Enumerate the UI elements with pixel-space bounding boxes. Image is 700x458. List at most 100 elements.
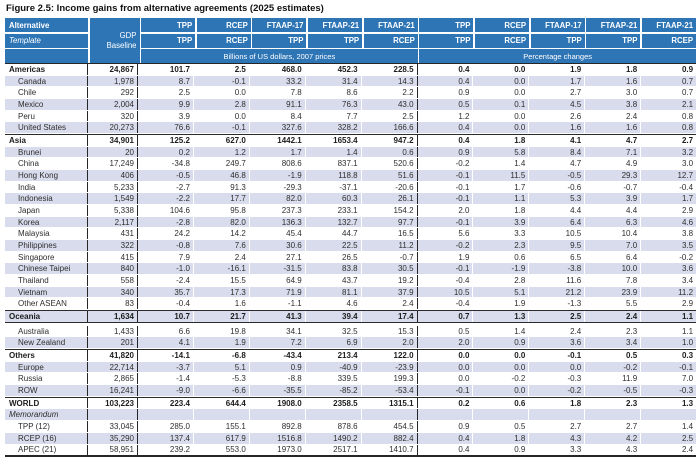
section-gap: [5, 322, 696, 326]
percent-value-cell: 1.9: [418, 251, 474, 263]
billions-value-cell: 24.2: [138, 228, 194, 240]
row-label: Mexico: [5, 99, 88, 110]
billions-value-cell: 43.0: [362, 99, 418, 110]
percent-value-cell: 0.9: [681, 64, 694, 74]
percent-value-cell: 0.0: [473, 110, 530, 122]
row-label: Brunei: [5, 146, 88, 158]
row-label: Memorandum: [5, 409, 88, 421]
table-row: Indonesia 1,549 -2.2 17.7 82.0 60.3 26.1 -0.1 1.…: [5, 193, 696, 206]
billions-value-cell: -1.9: [250, 170, 306, 181]
billions-value-cell: 95.8: [194, 205, 250, 216]
gdp-baseline-value: 41,820: [88, 350, 138, 361]
alternative-header-cell: FTAAP-17: [252, 18, 307, 32]
billions-value-cell: 30.6: [250, 240, 306, 251]
billions-value-cell: 223.4: [138, 397, 194, 409]
percent-value-cell: -0.1: [418, 170, 474, 181]
billions-value-cell: 46.8: [194, 170, 250, 181]
billions-value-cell: 17.7: [194, 193, 250, 205]
billions-value-cell: 1.7: [250, 146, 306, 158]
percent-value-cell: -0.2: [585, 361, 642, 373]
percent-value-cell: 0.9: [473, 337, 530, 349]
billions-value-cell: 4.1: [138, 337, 194, 349]
percent-value-cell: 3.5: [681, 240, 694, 250]
billions-value-cell: 41.3: [250, 311, 306, 322]
billions-value-cell: -0.4: [138, 298, 194, 310]
gdp-baseline-value: 2,117: [88, 216, 138, 228]
billions-value-cell: [250, 409, 306, 421]
billions-value-cell: [194, 409, 250, 421]
table-row: Chinese Taipei 840 -1.0 -16.1 -31.5 83.8 30.5-…: [5, 263, 696, 276]
percent-value-cell: 0.4: [418, 135, 474, 146]
percent-value-cell: 4.4: [585, 205, 642, 216]
percent-value-cell: 2.4: [681, 445, 694, 455]
billions-value-cell: 137.4: [138, 432, 194, 444]
percent-value-cell: 1.8: [473, 205, 530, 216]
percent-value-cell: [585, 409, 642, 421]
row-label: Vietnam: [5, 286, 88, 298]
billions-value-cell: [138, 409, 194, 421]
percent-value-cell: 6.5: [529, 251, 586, 263]
percent-value-cell: -0.3: [679, 385, 694, 395]
percent-value-cell: 0.9: [418, 87, 474, 99]
billions-value-cell: 17.3: [194, 286, 250, 298]
percent-value-cell: 5.8: [473, 146, 530, 158]
billions-value-cell: 0.0: [194, 110, 250, 122]
percent-value-cell: 0.4: [418, 432, 474, 444]
template-header-cell: RCEP: [474, 33, 530, 48]
billions-value-cell: 8.4: [250, 110, 306, 122]
table-row: Others 41,820 -14.1 -6.8 -43.4 213.4 122.0 0.0 0…: [5, 349, 696, 362]
billions-value-cell: 39.4: [306, 311, 362, 322]
table-row: Thailand 558 -2.4 15.5 64.9 43.7 19.2 -0.4 2.8 11…: [5, 275, 696, 287]
alternative-header-cell: FTAAP-21: [363, 18, 418, 32]
percent-value-cell: 9.5: [529, 240, 586, 251]
billions-value-cell: 60.3: [306, 193, 362, 205]
billions-value-cell: 34.1: [250, 325, 306, 337]
percent-value-cell: 5.3: [529, 193, 586, 205]
income-gains-table: Alternative Template GDP Baseline TPP RCE…: [5, 18, 697, 457]
gdp-baseline-value: 201: [88, 337, 138, 349]
percent-value-cell: 2.9: [681, 205, 694, 215]
percent-value-cell: 3.0: [681, 159, 694, 169]
table-row: Singapore 415 7.9 2.4 27.1 26.5 -0.7 1.9 0.6 6.5 6…: [5, 251, 696, 264]
billions-value-cell: 37.9: [362, 286, 418, 298]
template-header-cell: TPP: [252, 33, 307, 48]
percent-value-cell: 0.8: [681, 123, 694, 133]
billions-value-cell: 1410.7: [362, 444, 418, 456]
percent-value-cell: -0.1: [418, 193, 474, 205]
billions-value-cell: 2.0: [362, 337, 418, 349]
header-corner: Alternative Template: [5, 18, 88, 63]
percent-value-cell: 4.7: [585, 135, 642, 146]
billions-value-cell: 21.7: [194, 311, 250, 322]
percent-value-cell: -0.2: [529, 385, 586, 396]
percent-value-cell: 4.9: [585, 158, 642, 170]
gdp-baseline-value: 1,433: [88, 325, 138, 337]
gdp-baseline-value: 1,978: [88, 75, 138, 87]
billions-value-cell: 118.8: [306, 170, 362, 181]
alternative-header-cell: FTAAP-17: [530, 18, 585, 32]
percent-value-cell: 2.7: [585, 421, 642, 432]
billions-value-cell: 44.7: [306, 228, 362, 240]
billions-value-cell: 7.8: [250, 87, 306, 99]
billions-value-cell: -16.1: [194, 263, 250, 275]
gdp-baseline-value: 558: [88, 275, 138, 286]
billions-value-cell: 76.3: [306, 99, 362, 110]
billions-value-cell: 233.1: [306, 205, 362, 216]
row-label: APEC (21): [5, 444, 88, 456]
billions-value-cell: 1973.0: [250, 444, 306, 456]
percent-value-cell: 1.7: [473, 181, 530, 193]
row-label: Japan: [5, 205, 88, 216]
billions-value-cell: -0.1: [194, 75, 250, 87]
billions-value-cell: 82.0: [250, 193, 306, 205]
percent-value-cell: 2.0: [418, 337, 474, 349]
percent-value-cell: 5.6: [418, 228, 474, 240]
percent-value-cell: 1.8: [585, 64, 642, 75]
percent-value-cell: 1.6: [585, 75, 642, 87]
billions-value-cell: 892.8: [250, 421, 306, 432]
alternative-header-cell: FTAAP-21: [586, 18, 641, 32]
percent-value-cell: -0.5: [529, 170, 586, 181]
billions-value-cell: -8.8: [250, 373, 306, 385]
percent-value-cell: 4.3: [529, 432, 586, 444]
row-label: Singapore: [5, 251, 88, 263]
table-row: Japan 5,338 104.6 95.8 237.3 233.1 154.2 2.0 1.8…: [5, 205, 696, 217]
billions-value-cell: 30.5: [362, 263, 418, 275]
